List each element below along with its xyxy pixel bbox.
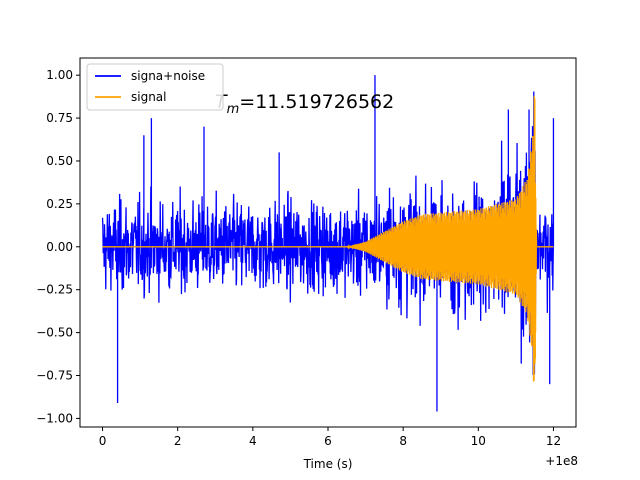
x-tick-label: 6 [324, 434, 332, 448]
x-tick-label: 8 [399, 434, 407, 448]
annotation-sub: m [227, 102, 240, 117]
x-offset-label: +1e8 [545, 454, 578, 468]
y-tick-label: 0.25 [46, 197, 73, 211]
x-tick-label: 2 [174, 434, 182, 448]
y-tick-label: −0.75 [36, 369, 73, 383]
annotation-rest: =11.519726562 [239, 91, 394, 113]
legend-label-signal: signal [131, 90, 167, 104]
x-axis-label: Time (s) [303, 457, 353, 471]
x-tick-label: 0 [99, 434, 107, 448]
y-tick-label: 0.75 [46, 111, 73, 125]
x-tick-label: 12 [546, 434, 561, 448]
y-tick-label: 0.00 [46, 240, 73, 254]
y-tick-label: −0.25 [36, 283, 73, 297]
y-tick-label: 1.00 [46, 68, 73, 82]
y-tick-label: −0.50 [36, 326, 73, 340]
line-signal [102, 95, 554, 382]
x-tick-label: 10 [471, 434, 486, 448]
x-tick-label: 4 [249, 434, 257, 448]
series-signal [102, 95, 554, 382]
x-axis: 0 2 4 6 8 10 12 [99, 427, 561, 448]
y-axis: −1.00 −0.75 −0.50 −0.25 0.00 0.25 0.50 0.75 1.00 [36, 68, 80, 425]
legend-label-signa-noise: signa+noise [131, 69, 205, 83]
legend: signa+noise signal [86, 63, 224, 111]
y-tick-label: 0.50 [46, 154, 73, 168]
y-tick-label: −1.00 [36, 411, 73, 425]
